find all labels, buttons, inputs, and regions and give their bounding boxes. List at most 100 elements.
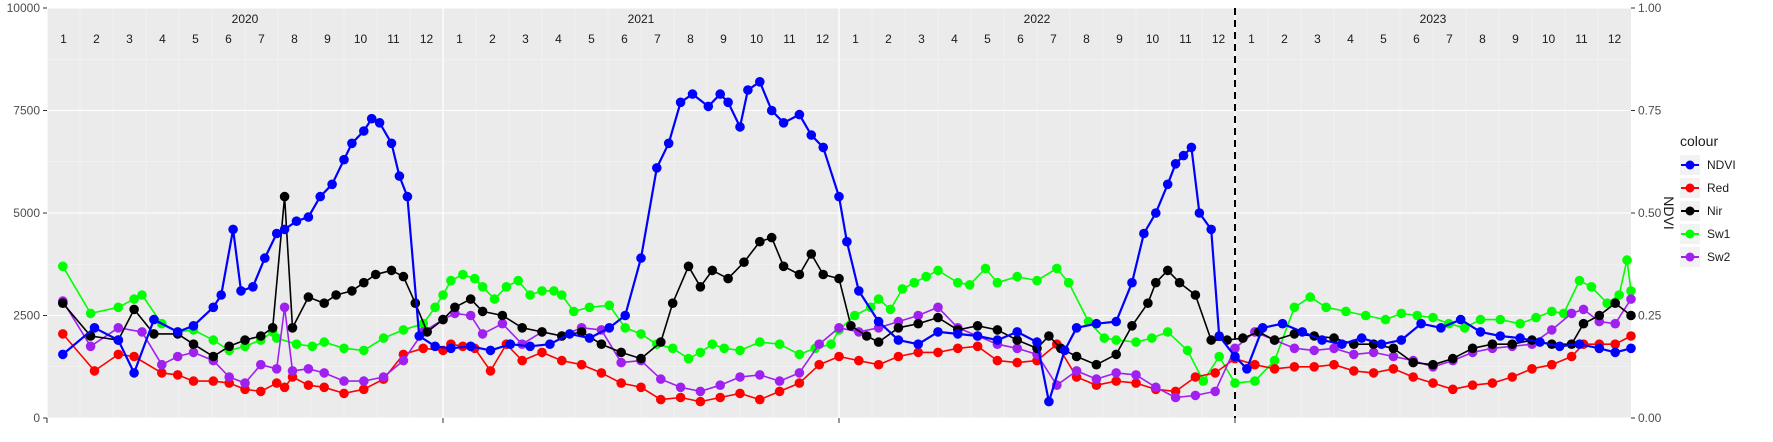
month-label: 1 [1248, 32, 1255, 46]
y-right-tick-label: 0.00 [1638, 411, 1662, 425]
data-point-sw1 [489, 294, 500, 304]
data-point-sw1 [1063, 277, 1074, 288]
data-point-red [517, 355, 527, 366]
data-point-sw1 [921, 271, 931, 282]
data-point-red [1368, 368, 1379, 378]
month-label: 5 [192, 32, 199, 46]
data-point-ndvi [1610, 347, 1620, 358]
legend-label-red: Red [1707, 181, 1729, 195]
y-left-tick-label: 0 [33, 411, 40, 425]
data-point-ndvi [703, 101, 714, 112]
data-point-red [1487, 378, 1498, 388]
data-point-sw1 [469, 273, 480, 284]
month-label: 3 [1314, 32, 1321, 46]
data-point-ndvi [366, 113, 377, 124]
data-point-sw1 [438, 290, 448, 300]
data-point-nir [1388, 343, 1399, 354]
data-point-sw1 [1412, 310, 1422, 321]
month-label: 11 [387, 32, 400, 46]
data-point-ndvi [1059, 345, 1070, 356]
data-point-red [1309, 362, 1319, 372]
data-point-sw1 [398, 325, 409, 335]
data-point-ndvi [236, 286, 246, 296]
data-point-ndvi [58, 349, 68, 360]
data-point-sw1 [1198, 376, 1209, 386]
data-point-sw1 [1547, 306, 1557, 317]
data-point-red [1131, 378, 1141, 388]
data-point-red [208, 376, 219, 386]
data-point-nir [422, 327, 433, 337]
data-point-red [1507, 372, 1517, 382]
data-point-nir [576, 327, 587, 337]
data-point-sw1 [568, 306, 579, 317]
data-point-red [576, 359, 587, 370]
data-point-nir [1610, 298, 1620, 309]
data-point-sw2 [1566, 308, 1577, 319]
data-point-ndvi [430, 341, 440, 352]
data-point-sw1 [1111, 335, 1121, 345]
data-point-ndvi [873, 316, 884, 327]
month-label: 12 [1608, 32, 1622, 46]
data-point-red [172, 370, 183, 380]
month-label: 4 [951, 32, 958, 46]
data-point-ndvi [604, 323, 615, 333]
data-point-nir [287, 323, 298, 333]
data-point-ndvi [1151, 208, 1161, 218]
data-point-ndvi [1127, 277, 1137, 288]
data-point-nir [1143, 298, 1153, 309]
data-point-ndvi [778, 118, 789, 128]
data-point-ndvi [89, 323, 100, 333]
month-label: 5 [588, 32, 595, 46]
data-point-ndvi [545, 339, 555, 350]
data-point-ndvi [1162, 179, 1173, 190]
month-label: 6 [225, 32, 232, 46]
data-point-ndvi [327, 179, 337, 190]
data-point-ndvi [1515, 333, 1525, 343]
month-label: 7 [1446, 32, 1453, 46]
data-point-ndvi [766, 105, 777, 116]
data-point-sw1 [992, 277, 1003, 288]
data-point-nir [1162, 265, 1173, 276]
month-label: 4 [1347, 32, 1354, 46]
data-point-nir [766, 232, 777, 243]
data-point-sw1 [1515, 318, 1525, 329]
data-point-red [58, 329, 68, 339]
data-point-sw1 [1558, 308, 1569, 319]
data-point-sw1 [1622, 255, 1632, 265]
data-point-ndvi [228, 224, 238, 235]
data-point-sw2 [1610, 318, 1620, 329]
data-point-sw1 [964, 280, 975, 290]
month-label: 4 [555, 32, 562, 46]
month-label: 8 [291, 32, 298, 46]
data-point-nir [347, 286, 357, 296]
data-point-sw1 [1475, 314, 1486, 325]
month-label: 3 [126, 32, 133, 46]
data-point-nir [279, 191, 290, 202]
data-point-sw1 [501, 282, 512, 292]
data-point-ndvi [1626, 343, 1636, 354]
data-point-sw1 [873, 294, 884, 304]
month-label: 10 [354, 32, 368, 46]
data-point-nir [450, 302, 460, 313]
data-point-red [1467, 380, 1478, 391]
data-point-ndvi [675, 97, 686, 108]
series-sw1 [58, 255, 1636, 388]
data-point-sw2 [774, 376, 785, 386]
data-point-nir [497, 310, 508, 321]
data-point-sw2 [1012, 343, 1022, 354]
data-point-nir [1206, 335, 1216, 345]
data-point-ndvi [794, 109, 805, 120]
month-label: 7 [654, 32, 661, 46]
data-point-ndvi [113, 335, 124, 345]
data-point-sw1 [1269, 355, 1280, 366]
data-point-sw2 [656, 374, 666, 384]
data-point-sw2 [735, 372, 745, 382]
data-point-nir [818, 269, 828, 280]
data-point-nir [1151, 277, 1161, 288]
data-point-ndvi [1170, 159, 1181, 169]
data-point-sw2 [1388, 351, 1399, 362]
data-point-sw1 [307, 341, 318, 352]
data-point-red [794, 378, 805, 388]
month-label: 9 [324, 32, 331, 46]
data-point-sw1 [359, 345, 369, 356]
